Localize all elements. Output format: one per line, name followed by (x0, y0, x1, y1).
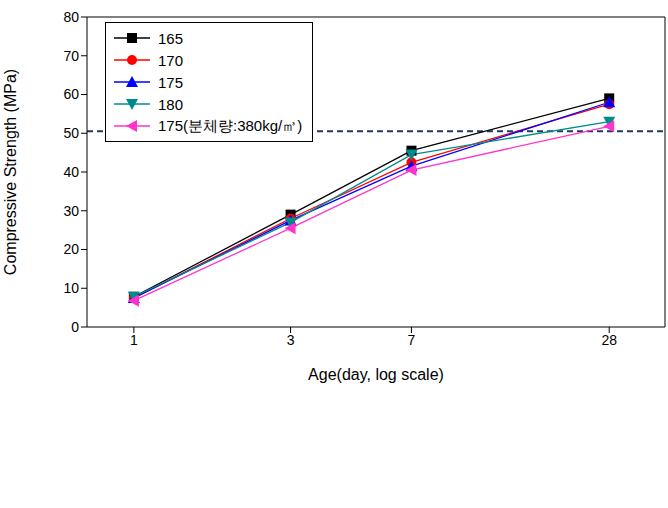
svg-text:80: 80 (63, 9, 79, 25)
svg-text:20: 20 (63, 241, 79, 257)
svg-text:50: 50 (63, 125, 79, 141)
svg-text:0: 0 (71, 319, 79, 335)
html-text:170: 170 (158, 51, 183, 69)
svg-text:Age(day, log scale): Age(day, log scale) (308, 366, 444, 383)
html-text:165: 165 (158, 29, 183, 47)
svg-text:70: 70 (63, 48, 79, 64)
svg-text:1: 1 (130, 332, 138, 348)
svg-text:3: 3 (287, 332, 295, 348)
svg-text:28: 28 (601, 332, 617, 348)
svg-text:40: 40 (63, 164, 79, 180)
html-text:180: 180 (158, 95, 183, 113)
html-text:175: 175 (158, 73, 183, 91)
svg-text:7: 7 (408, 332, 416, 348)
svg-text:60: 60 (63, 86, 79, 102)
svg-text:Compressive Strength (MPa): Compressive Strength (MPa) (8, 69, 19, 275)
svg-text:30: 30 (63, 203, 79, 219)
svg-text:10: 10 (63, 280, 79, 296)
html-text:175(분체량:380kg/㎥): 175(분체량:380kg/㎥) (158, 116, 303, 134)
